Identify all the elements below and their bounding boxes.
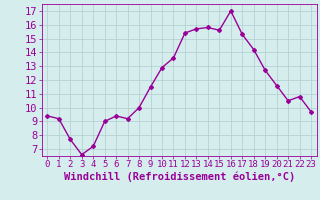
X-axis label: Windchill (Refroidissement éolien,°C): Windchill (Refroidissement éolien,°C) <box>64 172 295 182</box>
